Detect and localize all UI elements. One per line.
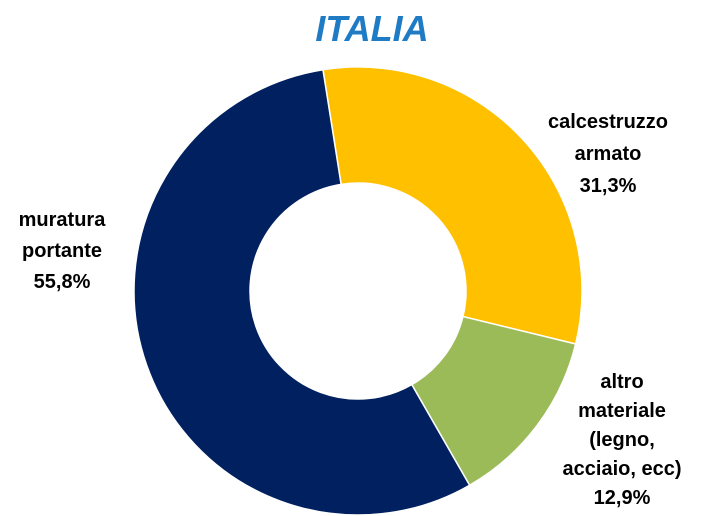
value-label: 55,8% xyxy=(33,271,91,293)
value-label: 12,9% xyxy=(593,487,651,509)
slice-label: muratura portante 55,8% xyxy=(7,205,117,298)
slice xyxy=(322,66,583,345)
category-label: calcestruzzo armato xyxy=(547,111,669,165)
slice-label: calcestruzzo armato 31,3% xyxy=(533,106,683,202)
category-label: muratura portante xyxy=(18,209,106,262)
category-label: altro materiale (legno, acciaio, ecc) xyxy=(562,371,682,480)
slice-label: altro materiale (legno, acciaio, ecc) 12… xyxy=(554,368,690,513)
chart-title: ITALIA xyxy=(315,8,429,49)
value-label: 31,3% xyxy=(579,175,637,197)
slice xyxy=(133,68,471,516)
